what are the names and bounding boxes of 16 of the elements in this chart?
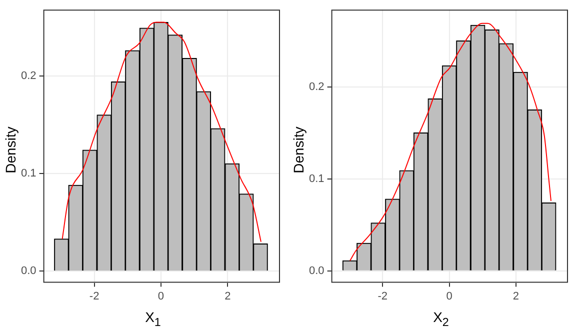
x-tick-label: 0 xyxy=(446,290,452,302)
x-tick-label: 2 xyxy=(512,290,520,302)
y-tick-label: 0.0 xyxy=(308,264,324,277)
x-axis-title: X$_{1}$ xyxy=(144,309,162,329)
y-tick-label: 0.2 xyxy=(308,80,324,93)
x-tick-label: -2 xyxy=(378,290,388,302)
y-tick-label: 0.2 xyxy=(20,70,36,82)
y-axis-title: Density xyxy=(2,126,18,174)
x-tick-label: -2 xyxy=(89,290,100,302)
y-tick-label: 0.1 xyxy=(20,168,36,180)
x-axis-title: X$_{2}$ xyxy=(432,309,450,329)
x-tick-label: 2 xyxy=(224,290,231,302)
y-axis-title: Density xyxy=(290,126,306,174)
y-tick-label: 0.0 xyxy=(20,265,36,278)
y-tick-label: 0.1 xyxy=(308,172,324,185)
x-tick-label: 0 xyxy=(158,290,164,302)
